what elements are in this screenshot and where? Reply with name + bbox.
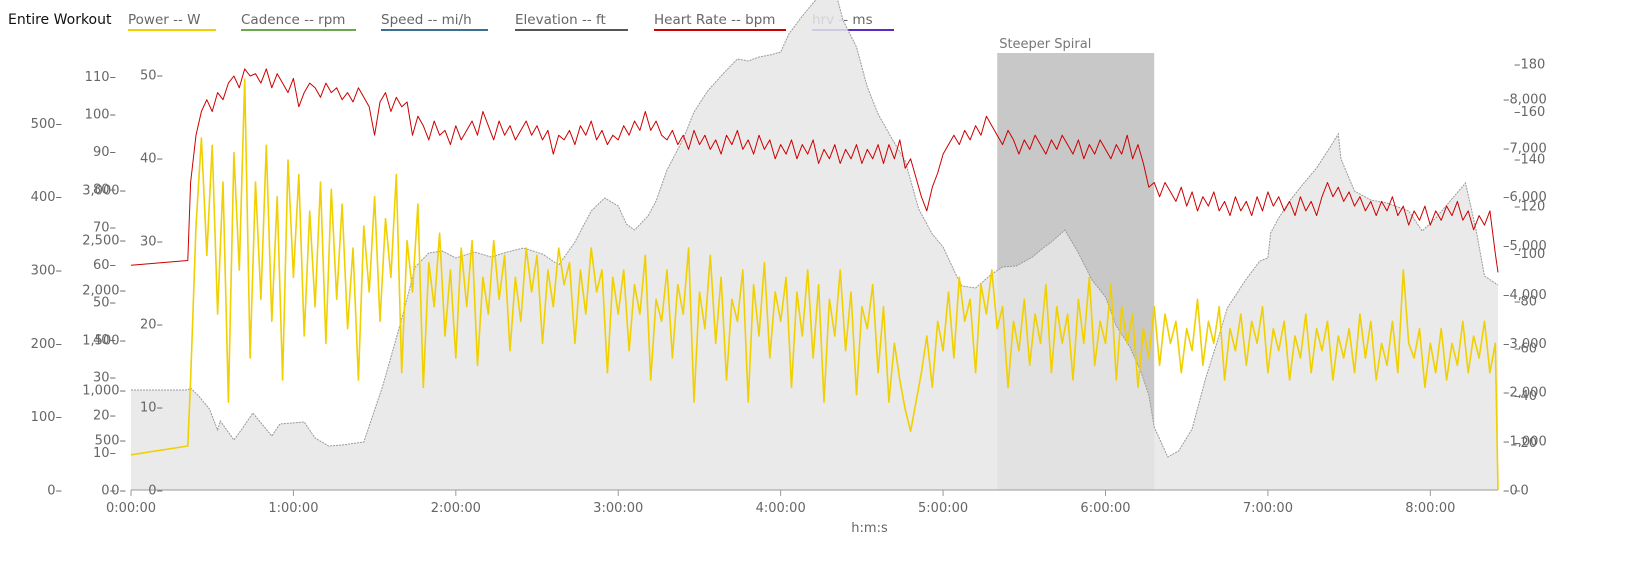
x-tick-label: 1:00:00 xyxy=(268,501,318,516)
y-tick-label-speed: 20– xyxy=(140,317,163,332)
legend-swatch-heart-rate xyxy=(654,29,786,31)
y-tick-label-heart_rate: –80 xyxy=(1514,294,1537,309)
legend-swatch-elevation xyxy=(515,29,628,31)
y-tick-label-cadence: 80– xyxy=(93,183,116,198)
x-tick-label: 3:00:00 xyxy=(593,501,643,516)
y-tick-label-cadence: 110– xyxy=(85,70,116,85)
x-tick-label: 4:00:00 xyxy=(756,501,806,516)
y-tick-label-heart_rate: –160 xyxy=(1514,105,1545,120)
y-tick-label-power: 300– xyxy=(31,264,62,279)
y-tick-label-cadence: 40– xyxy=(93,333,116,348)
y-tick-label-power: 400– xyxy=(31,190,62,205)
legend-swatch-power xyxy=(128,29,216,31)
y-tick-label-heart_rate: –20 xyxy=(1514,436,1537,451)
series-line-heart-rate xyxy=(130,68,1499,273)
y-tick-label-heart_rate: –60 xyxy=(1514,342,1537,357)
y-tick-label-hrv: –8,000 xyxy=(1503,92,1547,107)
series-line-elevation xyxy=(131,0,1499,458)
y-tick-label-heart_rate: –100 xyxy=(1514,247,1545,262)
y-tick-label-cadence: 10– xyxy=(93,446,116,461)
legend-title: Entire Workout xyxy=(8,12,112,28)
y-tick-label-elevation: 2,500– xyxy=(82,234,126,249)
y-tick-label-elevation: 2,000– xyxy=(82,284,126,299)
x-tick-label: 5:00:00 xyxy=(918,501,968,516)
y-tick-label-elevation: 3,000– xyxy=(82,184,126,199)
y-tick-label-power: 500– xyxy=(31,117,62,132)
y-tick-label-cadence: 30– xyxy=(93,371,116,386)
y-tick-label-cadence: 20– xyxy=(93,408,116,423)
legend-label-elevation: Elevation -- ft xyxy=(515,12,606,28)
y-tick-label-elevation: 500– xyxy=(95,434,126,449)
y-tick-label-hrv: –4,000 xyxy=(1503,288,1547,303)
y-tick-label-elevation: 0– xyxy=(111,484,126,499)
legend-label-power: Power -- W xyxy=(128,12,201,28)
x-tick-label: 8:00:00 xyxy=(1405,501,1455,516)
y-tick-label-cadence: 70– xyxy=(93,220,116,235)
x-tick-label: 7:00:00 xyxy=(1243,501,1293,516)
legend-label-cadence: Cadence -- rpm xyxy=(241,12,346,28)
legend-swatch-speed xyxy=(381,29,488,31)
y-tick-label-hrv: –7,000 xyxy=(1503,141,1547,156)
y-tick-label-speed: 10– xyxy=(140,400,163,415)
y-tick-label-hrv: –0 xyxy=(1503,484,1518,499)
y-tick-label-power: 0– xyxy=(47,484,62,499)
y-tick-label-cadence: 60– xyxy=(93,258,116,273)
y-tick-label-heart_rate: –0 xyxy=(1514,484,1529,499)
axes-layer: 0:00:00 1:00:00 2:00:00 3:00:00 4:00:00 5:00:… xyxy=(31,58,1547,536)
y-tick-label-hrv: –6,000 xyxy=(1503,190,1547,205)
legend-swatch-cadence xyxy=(241,29,356,31)
x-tick-label: 0:00:00 xyxy=(106,501,156,516)
y-tick-label-cadence: 90– xyxy=(93,145,116,160)
x-tick-label: 2:00:00 xyxy=(431,501,481,516)
x-tick-label: 6:00:00 xyxy=(1080,501,1130,516)
y-tick-label-hrv: –1,000 xyxy=(1503,435,1547,450)
y-tick-label-heart_rate: –140 xyxy=(1514,152,1545,167)
y-tick-label-elevation: 1,500– xyxy=(82,334,126,349)
y-tick-label-hrv: –2,000 xyxy=(1503,386,1547,401)
y-tick-label-heart_rate: –40 xyxy=(1514,389,1537,404)
y-tick-label-heart_rate: –120 xyxy=(1514,200,1545,215)
y-tick-label-speed: 50– xyxy=(140,68,163,83)
legend-swatch-hrv xyxy=(812,29,894,31)
y-tick-label-cadence: 0– xyxy=(101,484,116,499)
legend-label-heart-rate: Heart Rate -- bpm xyxy=(654,12,776,28)
y-tick-label-cadence: 50– xyxy=(93,295,116,310)
x-axis-label: h:m:s xyxy=(851,521,888,536)
y-tick-label-hrv: –3,000 xyxy=(1503,337,1547,352)
y-tick-label-speed: 30– xyxy=(140,234,163,249)
y-tick-label-elevation: 1,000– xyxy=(82,384,126,399)
y-tick-label-cadence: 100– xyxy=(85,107,116,122)
series-area-elevation xyxy=(131,0,1498,490)
legend-label-speed: Speed -- mi/h xyxy=(381,12,472,28)
y-tick-label-speed: 0– xyxy=(148,484,163,499)
annotation-label: Steeper Spiral xyxy=(999,37,1091,52)
y-tick-label-power: 200– xyxy=(31,337,62,352)
y-tick-label-heart_rate: –180 xyxy=(1514,58,1545,73)
series-layer xyxy=(130,0,1499,491)
y-tick-label-speed: 40– xyxy=(140,151,163,166)
series-line-power xyxy=(130,78,1499,491)
y-tick-label-hrv: –5,000 xyxy=(1503,239,1547,254)
y-tick-label-power: 100– xyxy=(31,410,62,425)
